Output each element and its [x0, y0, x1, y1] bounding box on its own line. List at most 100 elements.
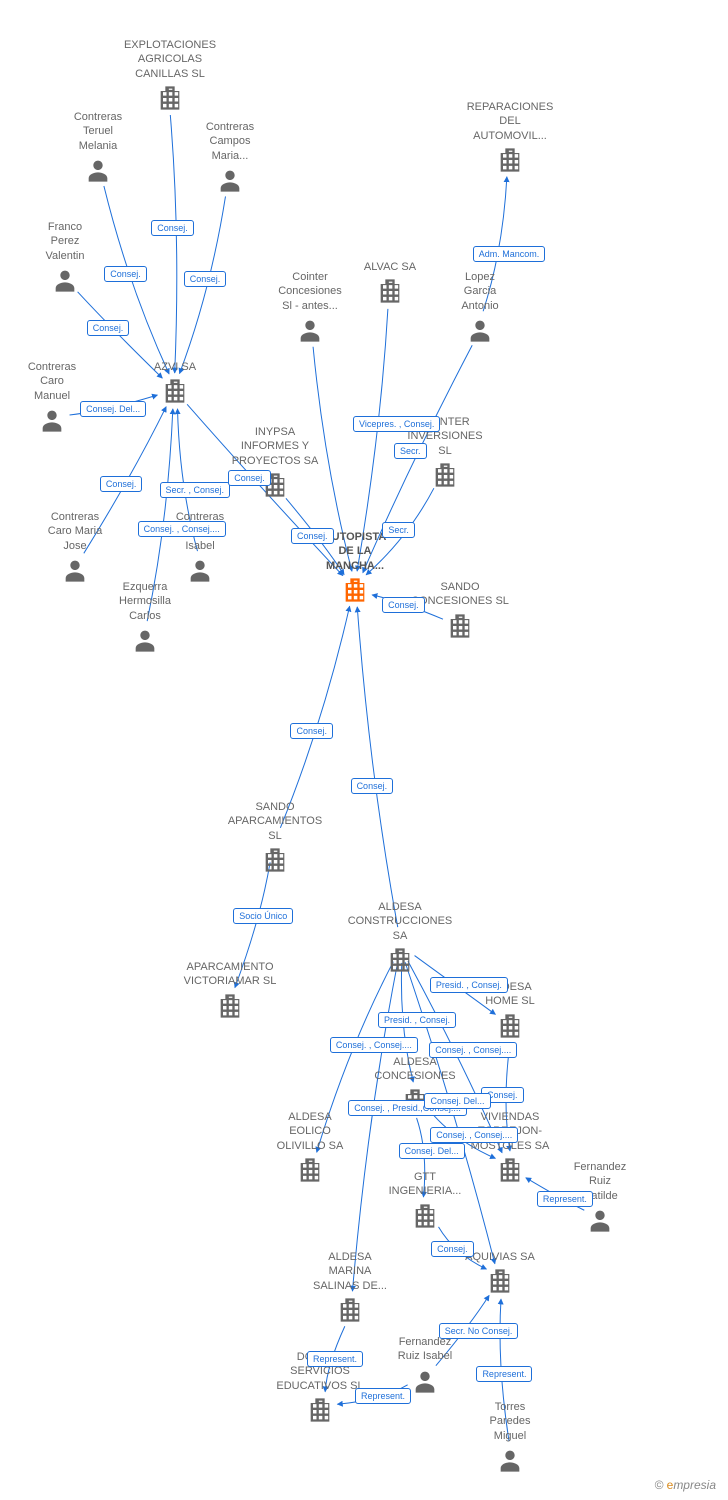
edge-label: Consej. Del... [424, 1093, 490, 1109]
edge-label: Consej. [431, 1241, 474, 1257]
node-label: Cointer Concesiones Sl - antes... [278, 270, 342, 313]
node-aldesa_constr[interactable]: ALDESA CONSTRUCCIONES SA [345, 900, 455, 974]
building-icon [411, 1202, 439, 1230]
person-icon [84, 156, 112, 184]
person-icon [131, 626, 159, 654]
edge-label: Secr. No Consej. [439, 1323, 519, 1339]
node-label: SANDO CONCESIONES SL [411, 580, 509, 609]
edge-label: Vicepres. , Consej. [353, 416, 440, 432]
node-label: ALDESA CONSTRUCCIONES SA [345, 900, 455, 943]
building-icon [261, 846, 289, 874]
node-label: Torres Paredes Miguel [490, 1400, 531, 1443]
edge-label: Consej. , Consej.... [429, 1042, 517, 1058]
person-icon [496, 1446, 524, 1474]
edge-label: Consej. [291, 528, 334, 544]
node-label: AZVI SA [154, 360, 196, 374]
person-icon [61, 556, 89, 584]
edge-label: Secr. [382, 522, 415, 538]
node-torres_paredes[interactable]: Torres Paredes Miguel [455, 1400, 565, 1474]
node-label: Contreras Campos Maria... [206, 120, 254, 163]
node-franco_perez[interactable]: Franco Perez Valentin [10, 220, 120, 294]
node-label: Fernandez Ruiz Isabel [398, 1335, 452, 1364]
edge-label: Consej. [104, 266, 147, 282]
edge-aldesa_constr-autopista [357, 607, 397, 927]
edge-label: Consej. [184, 271, 227, 287]
edge-label: Consej. , Consej.... [138, 521, 226, 537]
edge-label: Represent. [307, 1351, 363, 1367]
node-aldesa_eolico[interactable]: ALDESA EOLICO OLIVILLO SA [255, 1110, 365, 1184]
node-aldesa_marina[interactable]: ALDESA MARINA SALINAS DE... [295, 1250, 405, 1324]
node-contreras_campos[interactable]: Contreras Campos Maria... [175, 120, 285, 194]
node-label: Contreras Teruel Melania [74, 110, 122, 153]
building-icon [496, 1012, 524, 1040]
edge-label: Represent. [355, 1388, 411, 1404]
node-label: Contreras Caro Manuel [28, 360, 76, 403]
node-sando_aparc[interactable]: SANDO APARCAMIENTOS SL [220, 800, 330, 874]
edge-label: Consej. Del... [399, 1143, 465, 1159]
edge-label: Consej. [87, 320, 130, 336]
edge-label: Secr. [394, 443, 427, 459]
person-icon [466, 316, 494, 344]
node-label: Franco Perez Valentin [46, 220, 85, 263]
building-icon [306, 1396, 334, 1424]
person-icon [586, 1206, 614, 1234]
edge-label: Presid. , Consej. [378, 1012, 456, 1028]
node-azvi[interactable]: AZVI SA [120, 360, 230, 405]
node-label: AQUIVIAS SA [465, 1250, 535, 1264]
building-icon [376, 277, 404, 305]
person-icon [51, 266, 79, 294]
node-ezquerra[interactable]: Ezquerra Hermosilla Carlos [90, 580, 200, 654]
node-explot_agric[interactable]: EXPLOTACIONES AGRICOLAS CANILLAS SL [115, 38, 225, 112]
edge-label: Consej. [228, 470, 271, 486]
edge-label: Consej. [382, 597, 425, 613]
node-gtt[interactable]: GTT INGENIERIA... [370, 1170, 480, 1230]
node-label: GTT INGENIERIA... [389, 1170, 462, 1199]
building-icon [216, 992, 244, 1020]
edge-label: Consej. [151, 220, 194, 236]
node-contreras_teruel[interactable]: Contreras Teruel Melania [43, 110, 153, 184]
building-icon [496, 146, 524, 174]
person-icon [296, 316, 324, 344]
node-label: ALVAC SA [364, 260, 416, 274]
person-icon [38, 406, 66, 434]
edge-label: Consej. , Consej.... [430, 1127, 518, 1143]
edge-label: Represent. [476, 1366, 532, 1382]
node-label: Contreras Caro Maria Jose [48, 510, 102, 553]
edge-label: Consej. , Consej.... [330, 1037, 418, 1053]
node-label: ALDESA CONCESIONES [374, 1055, 455, 1084]
edge-label: Consej. Del... [80, 401, 146, 417]
person-icon [411, 1367, 439, 1395]
node-label: Ezquerra Hermosilla Carlos [119, 580, 171, 623]
edge-label: Socio Único [233, 908, 293, 924]
building-icon [431, 461, 459, 489]
node-label: ALDESA EOLICO OLIVILLO SA [277, 1110, 344, 1153]
edge-label: Consej. [290, 723, 333, 739]
edge-label: Consej. [351, 778, 394, 794]
building-icon [386, 946, 414, 974]
node-lopez_garcia[interactable]: Lopez Garcia Antonio [425, 270, 535, 344]
node-label: APARCAMIENTO VICTORIAMAR SL [184, 960, 277, 989]
node-label: SANDO APARCAMIENTOS SL [220, 800, 330, 843]
building-icon [156, 84, 184, 112]
node-contreras_caro_mj[interactable]: Contreras Caro Maria Jose [20, 510, 130, 584]
node-label: Lopez Garcia Antonio [461, 270, 498, 313]
edge-label: Secr. , Consej. [160, 482, 231, 498]
node-label: ALDESA MARINA SALINAS DE... [313, 1250, 387, 1293]
person-icon [216, 166, 244, 194]
node-contreras_caro_m[interactable]: Contreras Caro Manuel [0, 360, 107, 434]
node-reparaciones[interactable]: REPARACIONES DEL AUTOMOVIL... [455, 100, 565, 174]
building-icon [446, 612, 474, 640]
edge-label: Presid. , Consej. [430, 977, 508, 993]
node-inypsa[interactable]: INYPSA INFORMES Y PROYECTOS SA [220, 425, 330, 499]
building-icon [341, 576, 369, 604]
node-fernandez_ruiz_i[interactable]: Fernandez Ruiz Isabel [370, 1335, 480, 1395]
node-aparc_victoriamar[interactable]: APARCAMIENTO VICTORIAMAR SL [175, 960, 285, 1020]
building-icon [336, 1296, 364, 1324]
edge-sando_aparc-autopista [280, 606, 349, 828]
edge-label: Consej. [100, 476, 143, 492]
building-icon [496, 1156, 524, 1184]
building-icon [486, 1267, 514, 1295]
building-icon [296, 1156, 324, 1184]
edge-label: Represent. [537, 1191, 593, 1207]
node-label: EXPLOTACIONES AGRICOLAS CANILLAS SL [124, 38, 216, 81]
